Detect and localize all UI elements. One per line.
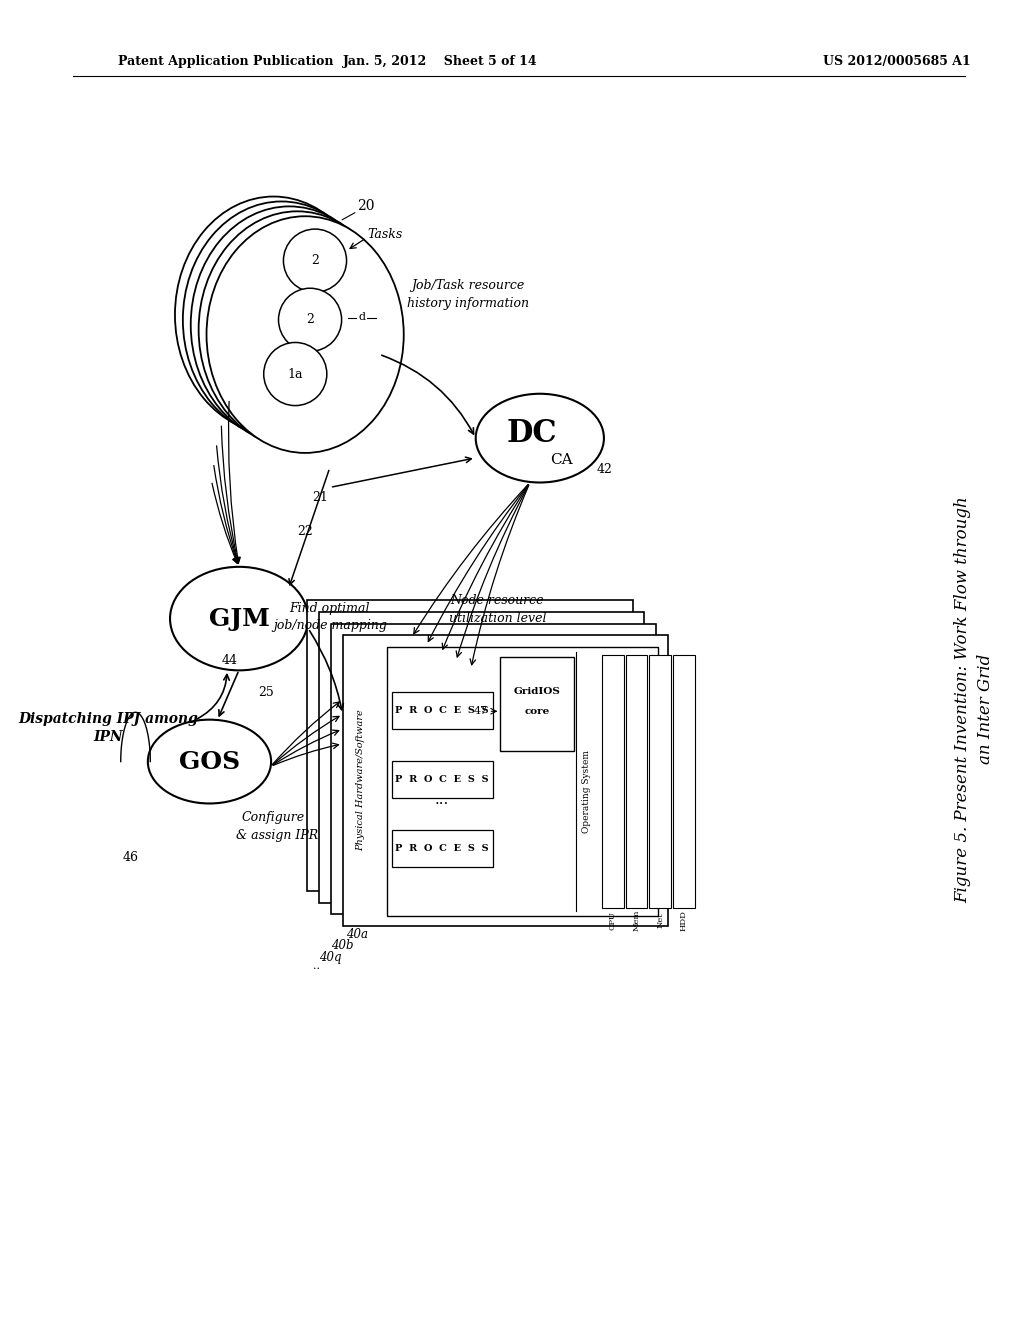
Bar: [392, 692, 494, 729]
Bar: [602, 655, 624, 908]
Text: 20: 20: [357, 199, 375, 214]
Circle shape: [279, 288, 342, 351]
Text: CPU: CPU: [609, 911, 616, 929]
Text: P  R  O  C  E  S  S: P R O C E S S: [395, 843, 489, 853]
Text: an Inter Grid: an Inter Grid: [977, 655, 994, 764]
Text: CA: CA: [550, 453, 572, 467]
Ellipse shape: [207, 216, 403, 453]
Text: 1a: 1a: [288, 367, 303, 380]
Text: 40b: 40b: [331, 940, 353, 953]
Text: & assign IPR: & assign IPR: [237, 829, 318, 842]
Text: GOS: GOS: [179, 750, 240, 774]
Text: Node resource: Node resource: [451, 594, 544, 607]
Circle shape: [264, 342, 327, 405]
Text: HDD: HDD: [680, 909, 688, 931]
Text: Net: Net: [656, 912, 665, 928]
Text: utilization level: utilization level: [449, 612, 546, 626]
Text: d: d: [358, 312, 366, 322]
Text: 47: 47: [473, 706, 487, 717]
Bar: [673, 655, 694, 908]
Text: DC: DC: [507, 417, 557, 449]
Text: 2: 2: [306, 313, 314, 326]
Text: 46: 46: [123, 850, 138, 863]
Bar: [318, 611, 644, 903]
Ellipse shape: [476, 393, 604, 483]
Bar: [649, 655, 671, 908]
Text: Jan. 5, 2012    Sheet 5 of 14: Jan. 5, 2012 Sheet 5 of 14: [343, 55, 538, 67]
Text: ...: ...: [435, 793, 450, 807]
Text: Dispatching IPJ among: Dispatching IPJ among: [18, 713, 198, 726]
Text: US 2012/0005685 A1: US 2012/0005685 A1: [823, 55, 971, 67]
Text: 40a: 40a: [345, 928, 368, 941]
Text: P  R  O  C  E  S  S: P R O C E S S: [395, 775, 489, 784]
Bar: [331, 623, 656, 915]
Text: 40q: 40q: [318, 952, 341, 965]
Text: IPN: IPN: [93, 730, 123, 744]
Bar: [343, 635, 668, 927]
Text: GJM: GJM: [209, 607, 269, 631]
Bar: [626, 655, 647, 908]
Ellipse shape: [147, 719, 271, 804]
Bar: [307, 599, 633, 891]
Text: GridIOS: GridIOS: [513, 686, 560, 696]
Text: Tasks: Tasks: [368, 227, 402, 240]
Text: Find optimal: Find optimal: [290, 602, 370, 615]
Text: 25: 25: [258, 686, 273, 700]
Text: 42: 42: [597, 463, 613, 477]
Circle shape: [284, 230, 346, 292]
Text: Mem: Mem: [633, 909, 640, 931]
Text: Configure: Configure: [241, 812, 304, 824]
Bar: [501, 657, 574, 751]
Text: Figure 5. Present Invention: Work Flow through: Figure 5. Present Invention: Work Flow t…: [954, 496, 972, 903]
Text: 22: 22: [297, 525, 313, 539]
Text: history information: history information: [407, 297, 528, 309]
Bar: [392, 829, 494, 867]
Text: 21: 21: [312, 491, 328, 504]
Text: Job/Task resource: Job/Task resource: [412, 279, 524, 292]
Text: core: core: [524, 706, 550, 715]
Text: job/node mapping: job/node mapping: [272, 619, 387, 632]
Ellipse shape: [170, 566, 308, 671]
Bar: [392, 760, 494, 799]
Text: Physical Hardware/Software: Physical Hardware/Software: [356, 709, 365, 851]
Text: Patent Application Publication: Patent Application Publication: [118, 55, 333, 67]
Text: ..: ..: [313, 961, 321, 970]
Text: 2: 2: [311, 255, 318, 267]
Text: Operating System: Operating System: [582, 750, 591, 833]
Text: 44: 44: [221, 653, 238, 667]
Bar: [387, 647, 658, 916]
Text: P  R  O  C  E  S  S: P R O C E S S: [395, 706, 489, 715]
